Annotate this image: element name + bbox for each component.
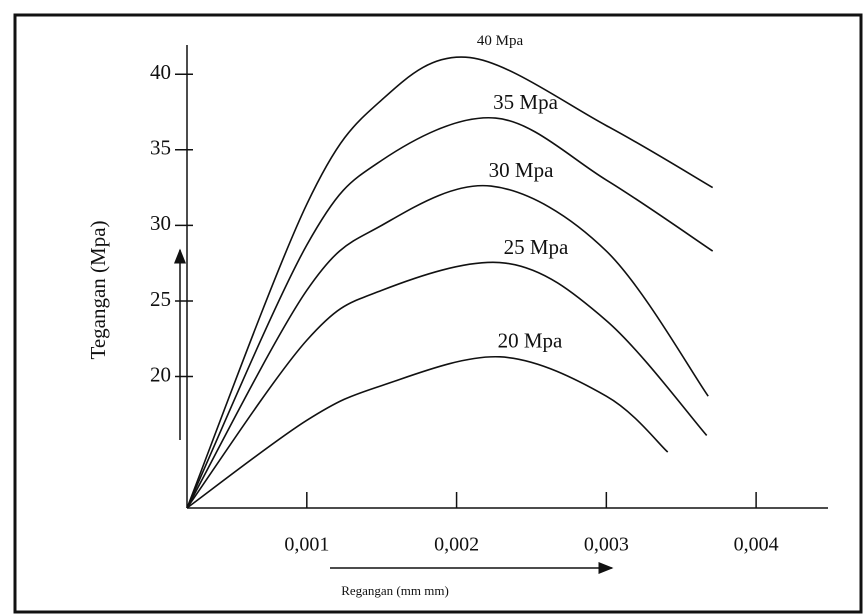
y-tick-label: 40	[150, 60, 171, 84]
curve-label: 35 Mpa	[493, 90, 558, 114]
x-tick-label: 0,004	[734, 534, 779, 556]
y-tick-label: 20	[150, 362, 171, 386]
x-tick-label: 0,002	[434, 534, 479, 556]
stress-curve	[186, 261, 708, 509]
x-tick-label: 0,003	[584, 534, 629, 556]
y-tick-label: 25	[150, 287, 171, 311]
x-tick-label: 0,001	[284, 534, 329, 556]
y-axis-label: Tegangan (Mpa)	[86, 220, 110, 359]
stress-curve	[186, 356, 669, 509]
curve-label: 30 Mpa	[489, 158, 554, 182]
curve-label: 20 Mpa	[498, 329, 563, 353]
y-tick-label: 35	[150, 136, 171, 160]
curve-label: 25 Mpa	[504, 235, 569, 259]
stress-curve	[186, 56, 714, 509]
curve-label: 40 Mpa	[477, 33, 524, 49]
y-tick-label: 30	[150, 211, 171, 235]
frame	[13, 13, 863, 614]
stress-curve	[186, 184, 709, 509]
stress-curve	[186, 116, 714, 509]
x-axis-label: Regangan (mm mm)	[341, 583, 449, 598]
